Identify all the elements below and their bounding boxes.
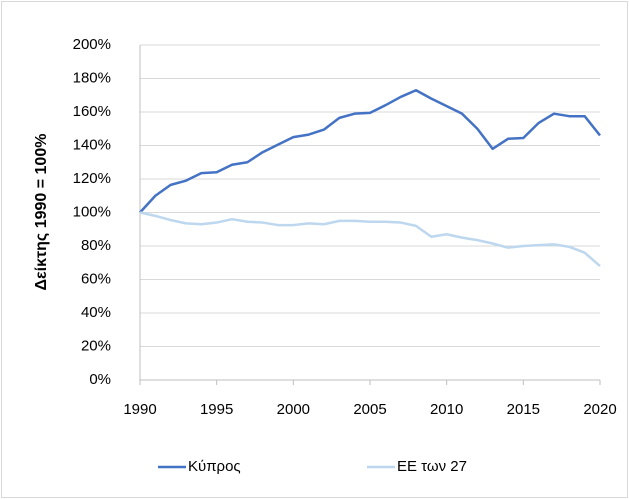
- line-series: [139, 211, 601, 268]
- y-tick-label: 160%: [73, 103, 111, 120]
- x-tick-label: 1990: [123, 401, 156, 418]
- legend-label: Κύπρος: [188, 458, 241, 475]
- y-tick-label: 140%: [73, 136, 111, 153]
- x-tick-label: 2010: [430, 401, 463, 418]
- y-axis-label: Δείκτης 1990 = 100%: [33, 134, 50, 291]
- x-tick-label: 1995: [200, 401, 233, 418]
- y-tick-label: 20%: [81, 337, 111, 354]
- y-tick-label: 100%: [73, 203, 111, 220]
- y-tick-label: 180%: [73, 69, 111, 86]
- y-tick-label: 60%: [81, 270, 111, 287]
- legend-label: ΕΕ των 27: [397, 458, 467, 475]
- x-tick-label: 2015: [507, 401, 540, 418]
- y-tick-label: 200%: [73, 36, 111, 53]
- line-series: [139, 88, 601, 214]
- y-tick-label: 120%: [73, 170, 111, 187]
- x-tick-label: 2020: [583, 401, 616, 418]
- y-tick-label: 0%: [89, 371, 111, 388]
- y-tick-label: 80%: [81, 237, 111, 254]
- x-tick-label: 2000: [277, 401, 310, 418]
- y-tick-label: 40%: [81, 304, 111, 321]
- x-tick-label: 2005: [353, 401, 386, 418]
